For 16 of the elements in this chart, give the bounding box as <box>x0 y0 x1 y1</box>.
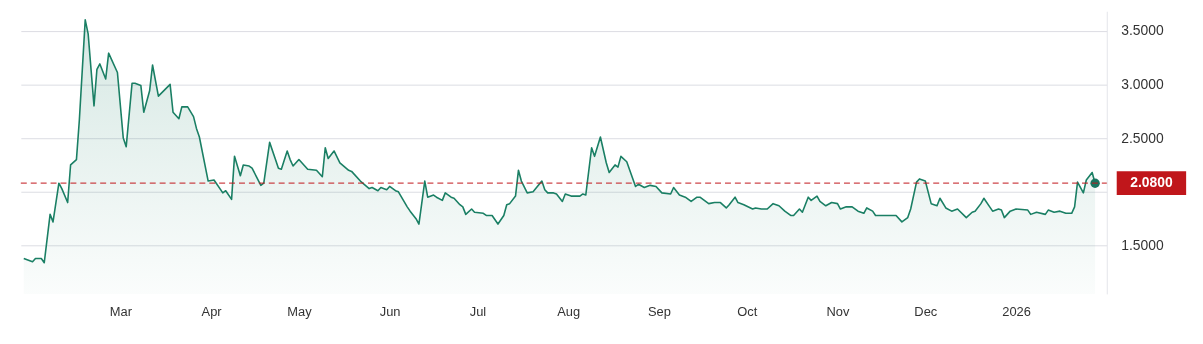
x-tick-label: Aug <box>557 304 581 320</box>
x-tick-label: Sep <box>647 304 671 320</box>
x-tick-label: May <box>287 304 313 320</box>
y-tick-label: 3.0000 <box>1121 75 1164 92</box>
y-tick-label: 1.5000 <box>1121 237 1164 254</box>
x-tick-label: Apr <box>201 304 223 320</box>
x-tick-label: 2026 <box>1002 304 1031 320</box>
ref-line-label: 2.0800 <box>1130 174 1173 191</box>
y-tick-label: 3.5000 <box>1121 22 1164 39</box>
x-tick-label: Nov <box>826 304 850 320</box>
y-tick-label: 2.5000 <box>1121 129 1164 146</box>
x-tick-label: Dec <box>914 304 938 320</box>
x-tick-label: Oct <box>737 304 758 320</box>
x-tick-label: Mar <box>109 304 133 320</box>
x-tick-label: Jun <box>379 304 401 320</box>
x-tick-label: Jul <box>469 304 487 320</box>
